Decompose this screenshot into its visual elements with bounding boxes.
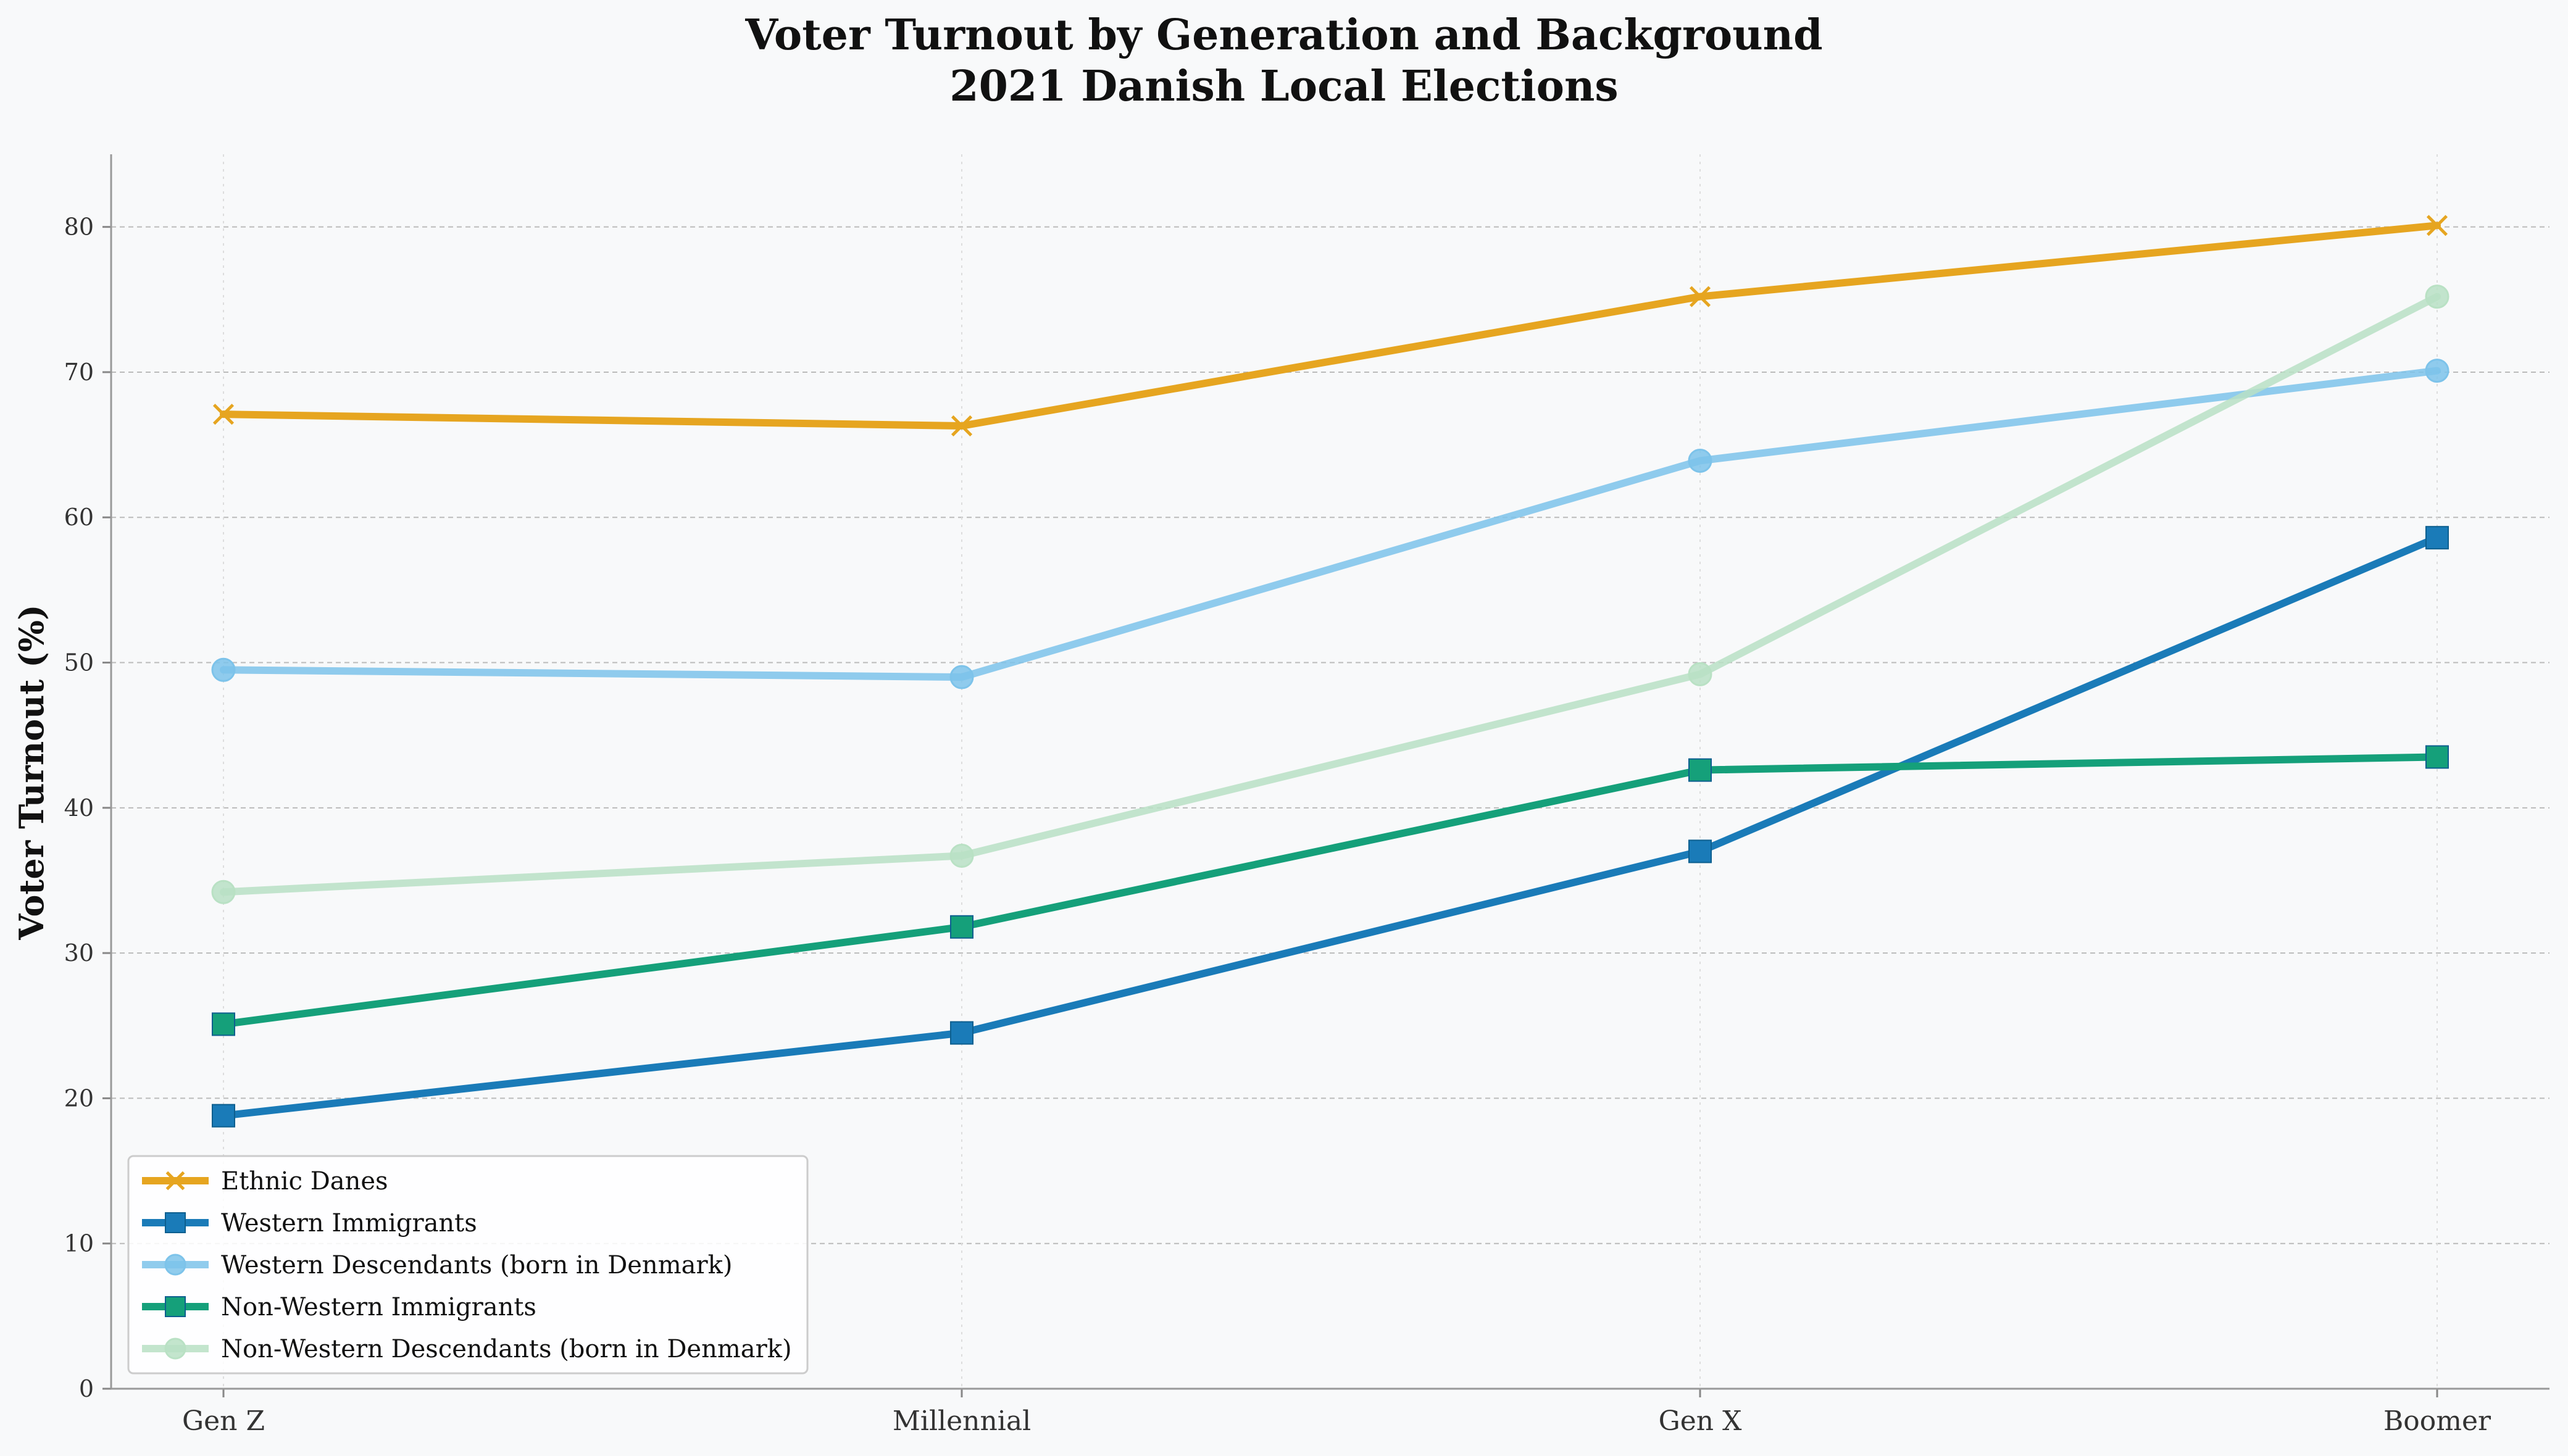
data-point	[950, 915, 973, 939]
data-point	[949, 665, 974, 689]
x-tick-label: Gen X	[1659, 1405, 1743, 1437]
y-axis-label: Voter Turnout (%)	[12, 604, 51, 940]
series-line	[220, 753, 2441, 1028]
series-line	[220, 534, 2441, 1120]
series	[211, 215, 2449, 1128]
series-3	[212, 745, 2449, 1036]
legend-item: Non-Western Immigrants	[142, 1293, 536, 1321]
chart-title-line-1: Voter Turnout by Generation and Backgrou…	[744, 10, 1822, 60]
marker-stroke	[951, 415, 973, 437]
data-point	[1689, 286, 1711, 307]
y-tick-label: 30	[64, 939, 94, 967]
y-tick-label: 70	[64, 359, 94, 386]
data-point	[2425, 359, 2449, 383]
legend-label: Western Descendants (born in Denmark)	[221, 1251, 732, 1279]
legend-box	[127, 1155, 809, 1375]
series-4	[211, 285, 2449, 904]
x-tick-label: Millennial	[893, 1405, 1031, 1437]
y-tick-label: 20	[64, 1084, 94, 1112]
legend-label: Ethnic Danes	[221, 1167, 388, 1196]
data-point	[2426, 215, 2448, 236]
series-0	[212, 215, 2448, 437]
data-point	[2425, 745, 2449, 769]
legend-marker	[165, 1212, 186, 1233]
data-point	[212, 1012, 235, 1036]
legend-item: Non-Western Descendants (born in Denmark…	[142, 1335, 792, 1363]
legend: Ethnic Danes Western Immigrants Western De…	[127, 1155, 809, 1375]
data-point	[1688, 662, 1712, 686]
marker-stroke	[165, 1171, 185, 1191]
x-tick-label: Boomer	[2383, 1405, 2491, 1437]
series-line	[220, 293, 2441, 896]
y-tick-label: 50	[64, 649, 94, 676]
legend-label: Non-Western Descendants (born in Denmark…	[221, 1335, 792, 1363]
legend-item: Western Descendants (born in Denmark)	[142, 1251, 732, 1279]
y-tick-label: 0	[79, 1375, 94, 1402]
x-tick-label: Gen Z	[182, 1405, 265, 1437]
legend-marker	[165, 1296, 186, 1317]
axes: 0 10 20 30 40 50 60 70 80 Gen Z Millennial Gen X Boo…	[64, 154, 2549, 1437]
legend-marker	[165, 1171, 185, 1191]
legend-marker	[164, 1337, 186, 1360]
data-point	[2425, 526, 2449, 550]
data-point	[212, 404, 235, 425]
y-tick-label: 10	[64, 1230, 94, 1257]
y-tick-label: 80	[64, 214, 94, 241]
data-point	[2425, 285, 2449, 309]
data-point	[950, 1021, 973, 1045]
series-line	[220, 367, 2441, 681]
chart-title-line-2: 2021 Danish Local Elections	[949, 62, 1618, 111]
series-1	[212, 526, 2449, 1128]
data-point	[212, 1104, 235, 1128]
y-tick-label: 60	[64, 504, 94, 531]
data-point	[211, 880, 236, 904]
data-point	[1688, 839, 1712, 863]
data-point	[1688, 758, 1712, 782]
marker-stroke	[2426, 215, 2448, 236]
legend-item: Western Immigrants	[142, 1209, 477, 1238]
marker-stroke	[1689, 286, 1711, 307]
data-point	[1688, 448, 1712, 473]
data-point	[949, 843, 974, 868]
legend-label: Western Immigrants	[221, 1209, 477, 1238]
series-line	[220, 222, 2441, 430]
y-tick-label: 40	[64, 794, 94, 822]
data-point	[211, 657, 236, 682]
legend-marker	[164, 1254, 186, 1276]
legend-label: Non-Western Immigrants	[221, 1293, 536, 1321]
legend-item: Ethnic Danes	[142, 1167, 388, 1196]
data-point	[951, 415, 973, 437]
series-2	[211, 359, 2449, 689]
marker-stroke	[212, 404, 235, 425]
